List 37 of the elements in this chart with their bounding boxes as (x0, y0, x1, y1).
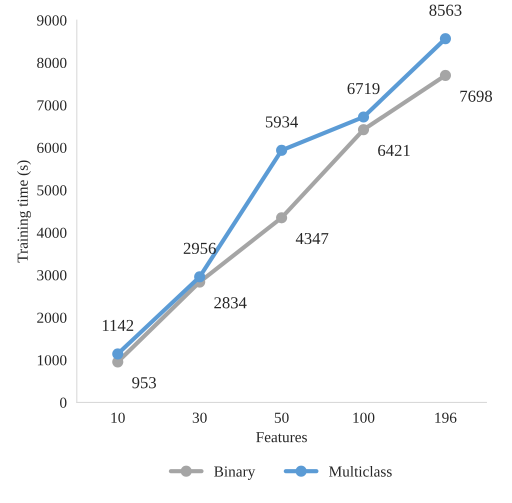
point (276, 144, 288, 156)
y-tick-label: 0 (60, 398, 66, 408)
y-tick-label: 4000 (36, 228, 66, 238)
data-label: 1142 (102, 320, 134, 331)
data-label: 2956 (184, 242, 216, 254)
legend-label: Binary (214, 466, 256, 480)
x-tick-label: 100 (353, 412, 374, 423)
point (112, 348, 124, 360)
x-tick-label: 10 (111, 412, 125, 423)
y-tick-label: 7000 (38, 100, 66, 111)
data-label: 8563 (429, 4, 462, 16)
point (358, 124, 370, 136)
point (440, 33, 451, 44)
y-tick-label: 9000 (37, 15, 66, 26)
y-tick-label: 3000 (37, 270, 66, 280)
data-label: 6421 (378, 144, 410, 156)
x-tick-label: 196 (435, 412, 456, 423)
y-tick-label: 2000 (37, 312, 66, 323)
data-label: 953 (132, 377, 156, 388)
y-tick-label: 1000 (38, 355, 66, 366)
legend-label: Multiclass (329, 466, 392, 477)
data-label: 4347 (296, 232, 328, 244)
x-tick-label: 50 (274, 412, 289, 423)
point (194, 271, 206, 282)
data-label: 2834 (214, 297, 247, 308)
y-axis-title: Training time (s) (17, 160, 31, 262)
data-label: 5934 (266, 116, 298, 128)
x-tick-label: 30 (192, 412, 207, 423)
point (440, 70, 451, 81)
point (358, 111, 370, 123)
data-label: 7698 (460, 90, 492, 102)
data-label: 6719 (348, 82, 380, 94)
y-tick-label: 8000 (37, 58, 66, 68)
x-axis-title: Features (256, 432, 307, 442)
y-tick-label: 6000 (37, 142, 66, 153)
point (276, 212, 288, 224)
y-tick-label: 5000 (37, 185, 66, 196)
